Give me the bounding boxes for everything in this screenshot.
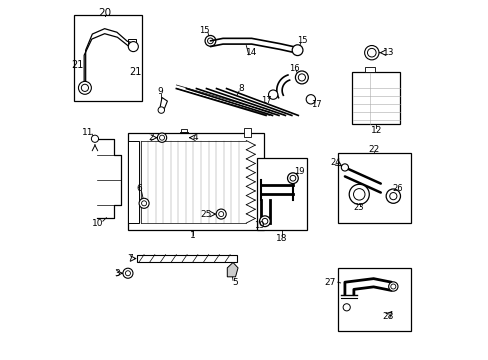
Text: 25: 25 xyxy=(200,210,211,219)
Circle shape xyxy=(216,209,226,219)
Circle shape xyxy=(204,36,215,46)
Circle shape xyxy=(305,95,315,104)
Bar xyxy=(74,15,142,101)
Bar xyxy=(180,132,187,141)
Circle shape xyxy=(158,107,164,113)
Text: 12: 12 xyxy=(370,126,382,135)
Bar xyxy=(364,67,375,72)
Text: 8: 8 xyxy=(238,84,244,93)
Bar xyxy=(180,129,187,132)
Text: 6: 6 xyxy=(136,184,142,193)
Circle shape xyxy=(348,184,368,204)
Text: 7: 7 xyxy=(127,254,133,263)
Bar xyxy=(128,140,139,223)
Text: 13: 13 xyxy=(382,48,393,57)
Circle shape xyxy=(367,48,375,57)
Circle shape xyxy=(292,45,303,55)
Text: 15: 15 xyxy=(296,36,306,45)
Text: 22: 22 xyxy=(367,145,379,154)
Text: 9: 9 xyxy=(157,86,163,95)
Circle shape xyxy=(262,219,267,224)
Circle shape xyxy=(268,90,277,99)
Circle shape xyxy=(386,189,400,203)
Text: 3: 3 xyxy=(114,269,120,278)
Circle shape xyxy=(207,38,213,44)
Circle shape xyxy=(353,189,364,200)
Text: 21: 21 xyxy=(129,67,141,77)
Circle shape xyxy=(159,135,164,140)
Circle shape xyxy=(78,81,91,94)
Circle shape xyxy=(125,271,130,276)
Circle shape xyxy=(343,304,349,311)
Circle shape xyxy=(142,201,146,206)
Text: 27: 27 xyxy=(324,278,335,287)
Text: 10: 10 xyxy=(92,219,103,228)
Text: 20: 20 xyxy=(98,8,111,18)
Bar xyxy=(244,128,250,137)
Bar xyxy=(180,140,187,144)
Text: 19: 19 xyxy=(253,221,264,230)
Text: 17: 17 xyxy=(260,95,271,104)
Text: 24: 24 xyxy=(330,158,341,167)
Circle shape xyxy=(157,133,166,142)
Bar xyxy=(337,153,410,223)
Text: 11: 11 xyxy=(82,128,93,137)
Bar xyxy=(128,134,264,230)
Circle shape xyxy=(388,282,397,291)
Bar xyxy=(137,255,237,262)
Circle shape xyxy=(289,175,295,181)
Text: 18: 18 xyxy=(276,234,287,243)
Text: 1: 1 xyxy=(189,231,195,240)
Circle shape xyxy=(139,198,149,208)
Polygon shape xyxy=(227,262,238,277)
Circle shape xyxy=(122,268,133,278)
Circle shape xyxy=(259,216,270,226)
Bar xyxy=(257,158,306,230)
Text: 14: 14 xyxy=(245,48,257,57)
Text: 17: 17 xyxy=(310,100,321,109)
Text: 4: 4 xyxy=(192,133,198,142)
Text: 16: 16 xyxy=(288,64,299,73)
Bar xyxy=(128,40,136,47)
Bar xyxy=(351,72,400,125)
Circle shape xyxy=(295,71,308,84)
Text: 28: 28 xyxy=(382,312,393,321)
Text: 15: 15 xyxy=(199,26,209,35)
Text: 19: 19 xyxy=(293,167,304,176)
Circle shape xyxy=(128,41,138,51)
Text: 5: 5 xyxy=(231,278,237,287)
Text: 26: 26 xyxy=(392,184,403,193)
Text: 21: 21 xyxy=(71,60,84,70)
Circle shape xyxy=(390,284,395,289)
Circle shape xyxy=(364,45,378,60)
Text: 23: 23 xyxy=(352,203,363,212)
Text: 2: 2 xyxy=(148,133,154,142)
Bar xyxy=(337,268,410,330)
Circle shape xyxy=(389,193,396,200)
Circle shape xyxy=(218,212,223,217)
Circle shape xyxy=(341,164,348,171)
Circle shape xyxy=(287,173,298,184)
Circle shape xyxy=(298,74,305,81)
Circle shape xyxy=(91,135,99,142)
Circle shape xyxy=(81,84,88,91)
